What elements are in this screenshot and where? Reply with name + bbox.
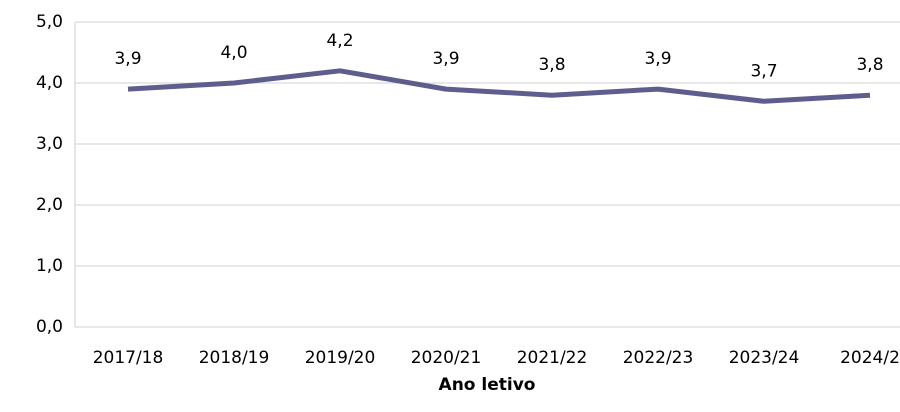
data-label: 3,8 [538, 55, 565, 75]
x-tick-label: 2021/22 [517, 348, 588, 368]
data-label: 4,0 [220, 43, 247, 63]
data-label: 3,9 [432, 49, 459, 69]
data-label: 3,9 [114, 49, 141, 69]
x-tick-label: 2017/18 [93, 348, 164, 368]
y-tick-label: 4,0 [36, 73, 63, 93]
x-tick-label: 2020/21 [411, 348, 482, 368]
y-tick-label: 3,0 [36, 134, 63, 154]
x-tick-label: 2023/24 [729, 348, 800, 368]
y-tick-label: 1,0 [36, 256, 63, 276]
data-label: 3,9 [644, 49, 671, 69]
y-tick-label: 2,0 [36, 195, 63, 215]
data-label: 3,7 [750, 61, 777, 81]
x-axis-title: Ano letivo [439, 375, 536, 395]
x-tick-label: 2022/23 [623, 348, 694, 368]
x-tick-label: 2024/2 [840, 348, 900, 368]
y-tick-label: 5,0 [36, 12, 63, 32]
x-tick-label: 2019/20 [305, 348, 376, 368]
y-tick-label: 0,0 [36, 317, 63, 337]
line [127, 68, 871, 104]
data-label: 3,8 [856, 55, 883, 75]
data-label: 4,2 [326, 31, 353, 51]
x-tick-label: 2018/19 [199, 348, 270, 368]
